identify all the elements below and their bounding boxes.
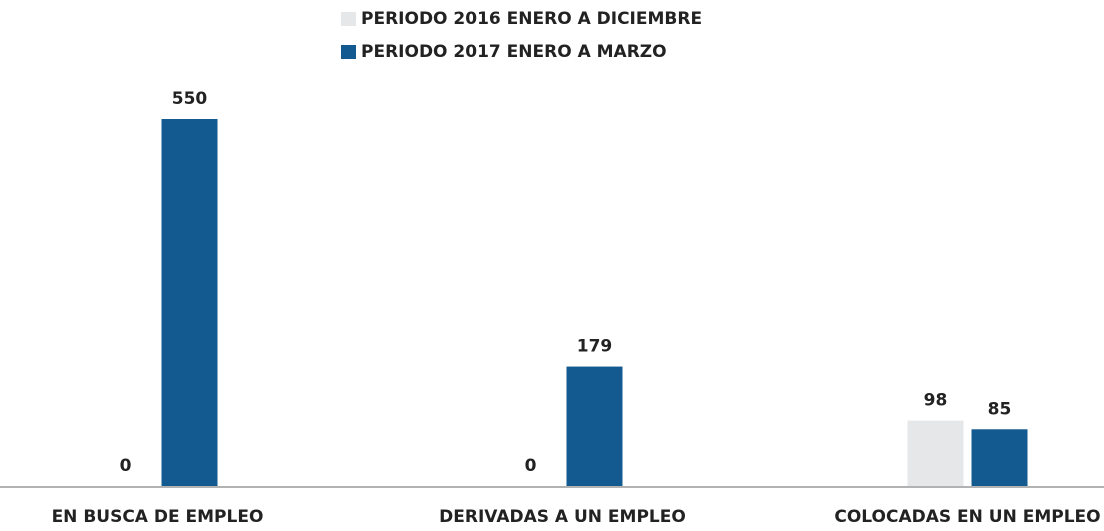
- legend-swatch: [341, 45, 356, 59]
- bar: [566, 366, 623, 486]
- x-tick-label: DERIVADAS A UN EMPLEO: [439, 507, 686, 527]
- legend-label: PERIODO 2016 ENERO A DICIEMBRE: [361, 9, 702, 29]
- data-label: 550: [172, 89, 208, 109]
- x-tick-label: EN BUSCA DE EMPLEO: [52, 507, 264, 527]
- data-label: 85: [988, 399, 1012, 419]
- data-label: 98: [924, 391, 948, 411]
- data-label: 0: [120, 456, 132, 476]
- data-label: 0: [525, 456, 537, 476]
- bar: [161, 119, 218, 486]
- x-tick-label: COLOCADAS EN UN EMPLEO: [834, 507, 1100, 527]
- legend-swatch: [341, 12, 356, 26]
- bar: [971, 429, 1028, 486]
- bar: [907, 420, 964, 486]
- data-label: 179: [577, 337, 613, 357]
- legend-label: PERIODO 2017 ENERO A MARZO: [361, 42, 667, 62]
